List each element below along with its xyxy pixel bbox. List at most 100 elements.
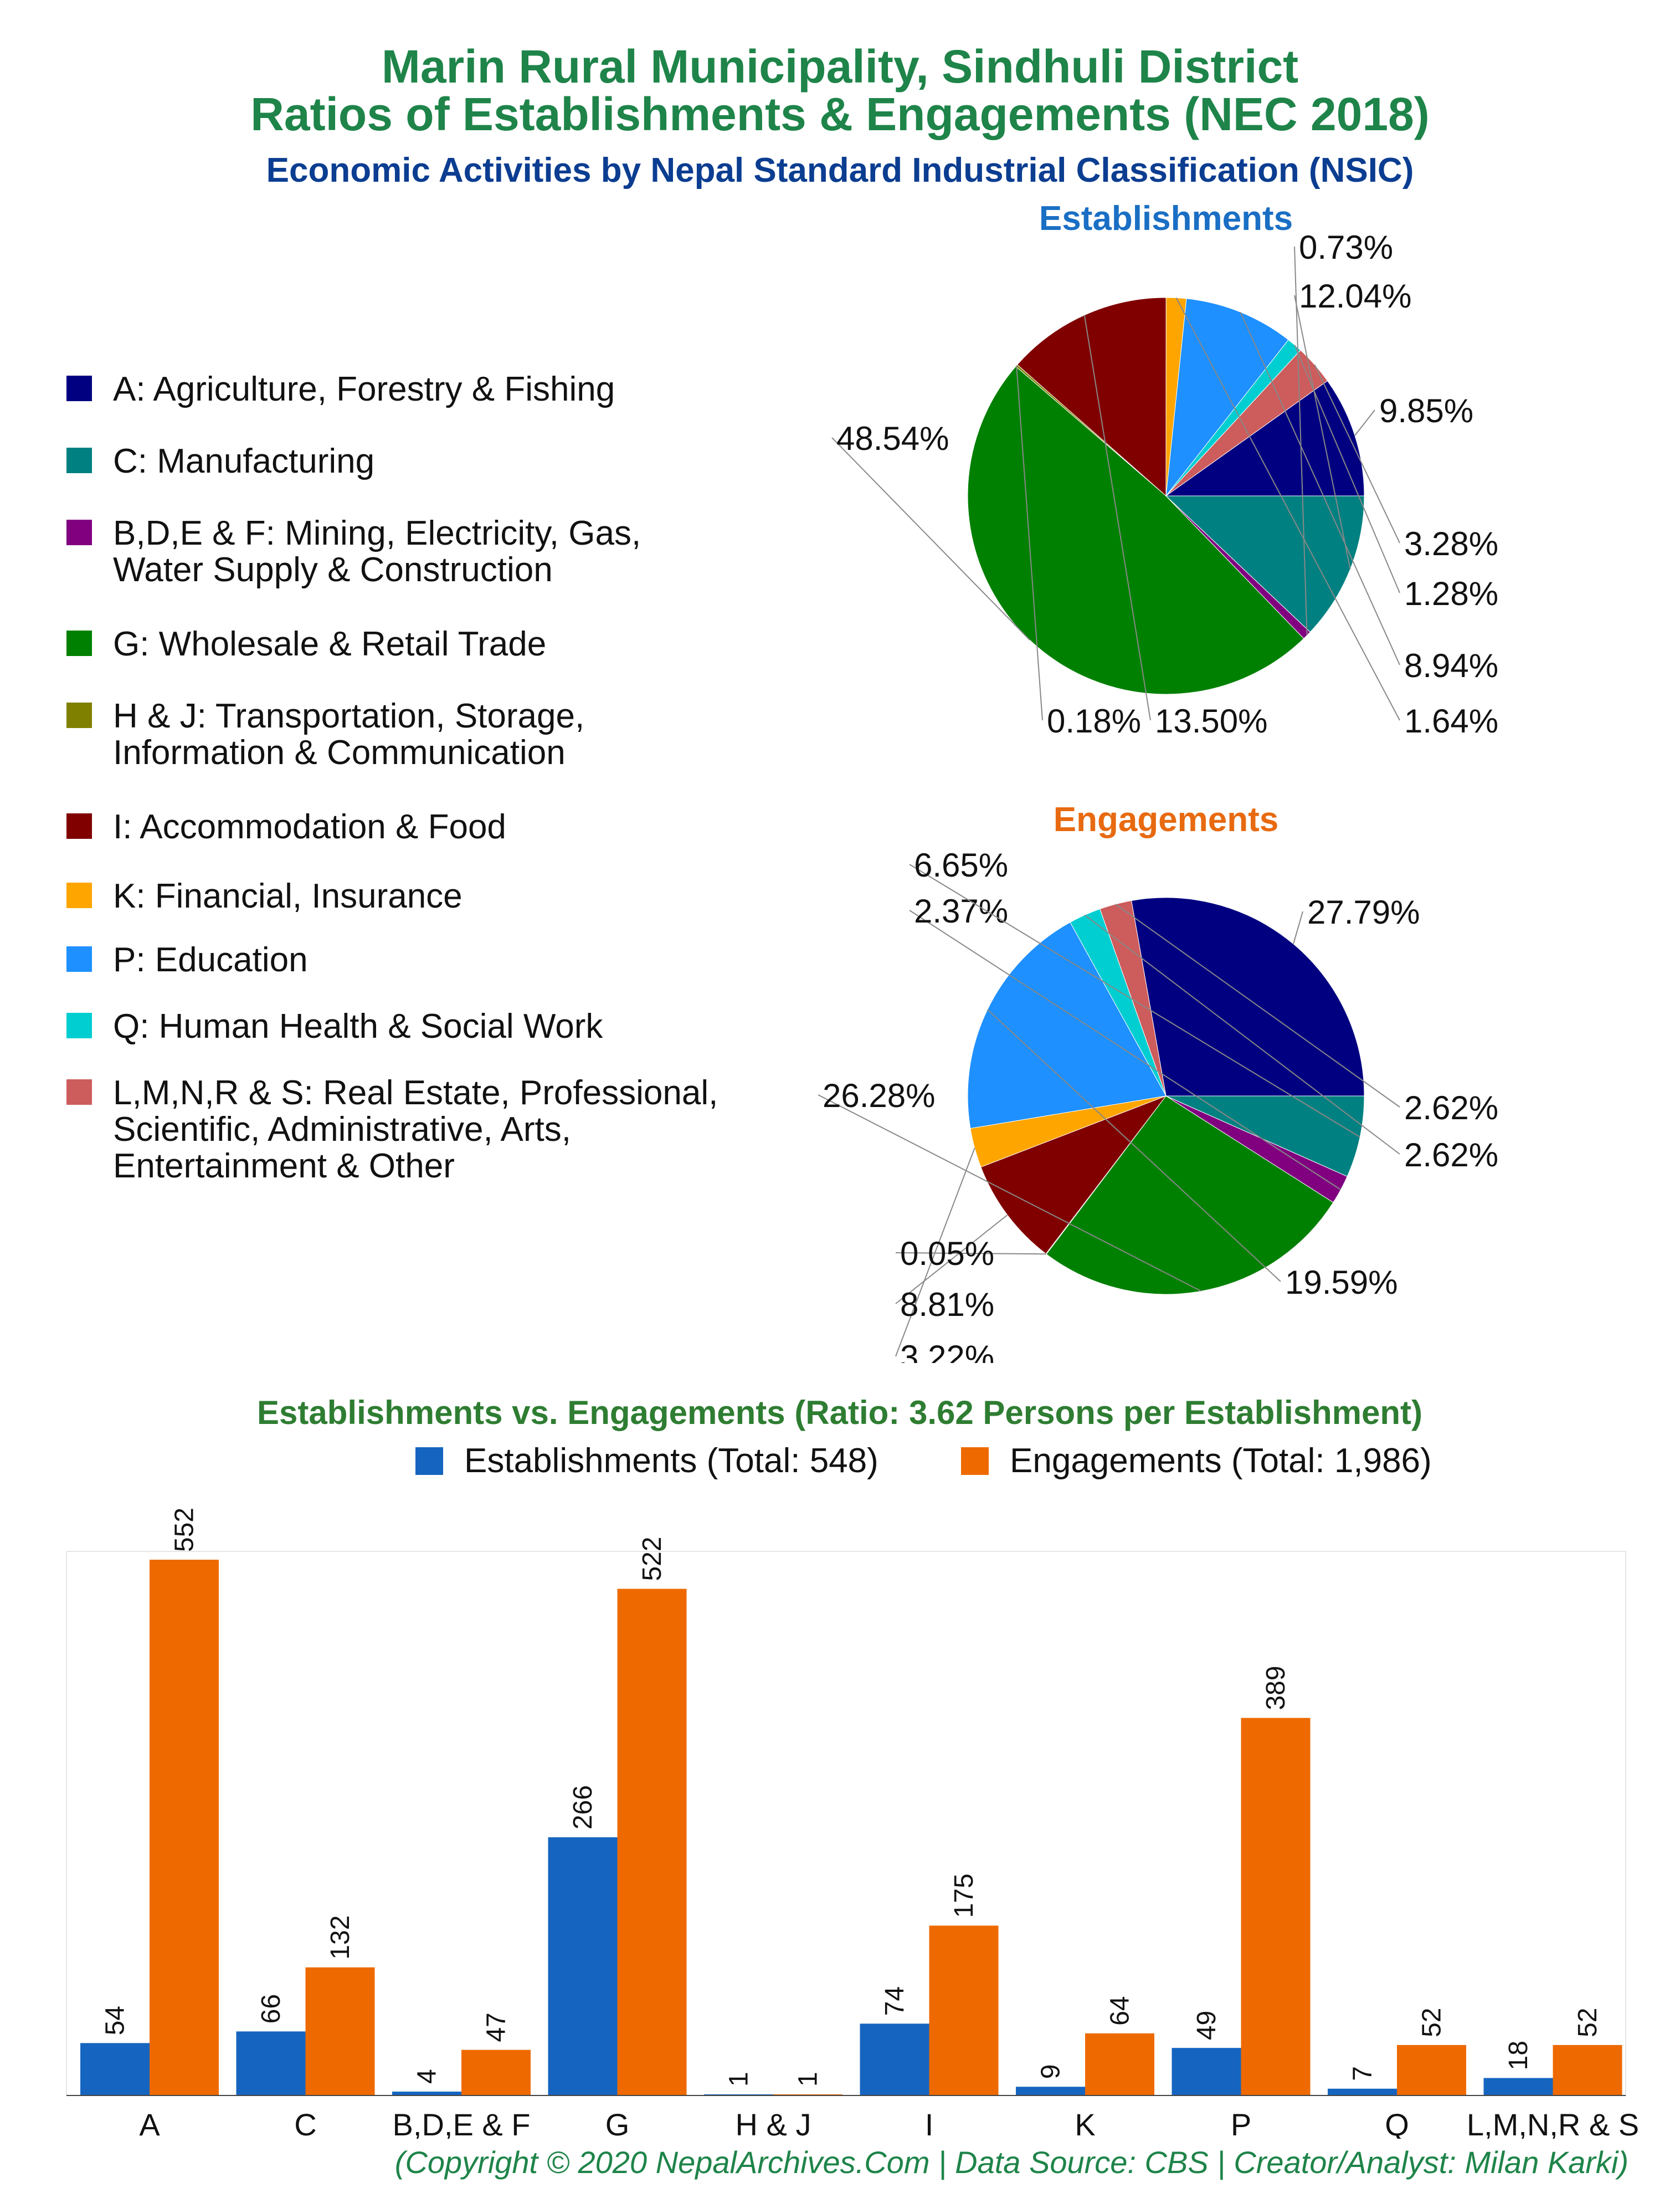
bar — [1483, 2078, 1553, 2095]
pie-slice-label: 19.59% — [1285, 1264, 1398, 1301]
legend-label: G: Wholesale & Retail Trade — [113, 625, 547, 663]
bar-value-label: 49 — [1192, 2011, 1221, 2040]
pie-title: Engagements — [1054, 801, 1279, 839]
legend-label: K: Financial, Insurance — [113, 877, 463, 915]
bar-value-label: 266 — [568, 1785, 598, 1830]
legend-item: I: Accommodation & Food — [66, 809, 506, 846]
bar-value-label: 4 — [413, 2069, 442, 2084]
bar-legend-swatch — [961, 1447, 989, 1475]
legend-item: B,D,E & F: Mining, Electricity, Gas, Wat… — [66, 515, 641, 588]
bar — [860, 2023, 929, 2095]
bar-legend-label: Establishments (Total: 548) — [464, 1442, 878, 1480]
pie-slice-label: 12.04% — [1299, 278, 1412, 315]
bar-legend-label: Engagements (Total: 1,986) — [1010, 1442, 1432, 1480]
legend-swatch — [66, 703, 92, 728]
bar — [1397, 2045, 1466, 2095]
x-tick-label: Q — [1385, 2107, 1409, 2139]
pie-slice-label: 0.18% — [1047, 703, 1141, 740]
pie-slice-label: 8.81% — [900, 1286, 994, 1323]
bar-value-label: 9 — [1036, 2064, 1066, 2079]
bar — [392, 2091, 461, 2095]
pie-leader-line — [1175, 298, 1400, 721]
pie-leader-line — [1016, 365, 1043, 721]
pie-slice-label: 0.73% — [1299, 229, 1393, 266]
bar — [236, 2031, 306, 2095]
bar — [617, 1589, 687, 2095]
legend-swatch — [66, 448, 92, 473]
legend-swatch — [66, 376, 92, 401]
pie-slice-label: 48.54% — [836, 420, 949, 457]
pie-leader-line — [987, 1009, 1281, 1282]
pie-leader-line — [909, 910, 1342, 1191]
x-tick-label: B,D,E & F — [393, 2107, 531, 2139]
x-tick-label: C — [294, 2107, 316, 2139]
legend-label: I: Accommodation & Food — [113, 808, 506, 846]
bar — [1172, 2048, 1241, 2095]
x-tick-label: I — [925, 2107, 934, 2139]
legend-swatch — [66, 883, 92, 908]
legend-swatch — [66, 946, 92, 972]
bar — [548, 1837, 618, 2095]
pie-slice-label: 1.64% — [1404, 703, 1498, 740]
bar — [461, 2049, 531, 2095]
x-tick-label: A — [139, 2107, 160, 2139]
legend-label: Q: Human Health & Social Work — [113, 1007, 603, 1046]
pie-leader-line — [909, 864, 1360, 1138]
pie-slice-label: 26.28% — [823, 1077, 936, 1114]
pie-slice-label: 6.65% — [914, 847, 1008, 884]
bar-value-label: 389 — [1261, 1666, 1291, 1710]
legend-label: C: Manufacturing — [113, 442, 375, 480]
pie-slices — [967, 897, 1365, 1295]
bar — [929, 1925, 999, 2095]
bar-value-label: 54 — [101, 2006, 130, 2035]
chart-subtitle: Economic Activities by Nepal Standard In… — [266, 151, 1414, 189]
legend-swatch — [66, 1079, 92, 1105]
pie-leader-line — [895, 1215, 1008, 1304]
legend-label: L,M,N,R & S: Real Estate, Professional, … — [113, 1074, 718, 1185]
pie-slice-label: 2.62% — [1404, 1089, 1498, 1126]
bar-value-label: 7 — [1348, 2066, 1378, 2081]
pie-leader-line — [1314, 364, 1400, 544]
pie-slice-label: 1.28% — [1404, 575, 1498, 612]
pie-slice-label: 3.28% — [1404, 525, 1498, 562]
bar-value-label: 522 — [638, 1536, 667, 1581]
pie-charts: Establishments 9.85% 3.28% 1.28% 8.94% 1.64% 1… — [818, 199, 1498, 1363]
pie-leader-line — [1115, 903, 1400, 1108]
pie-slice — [1046, 1095, 1334, 1295]
bar-value-label: 175 — [949, 1873, 979, 1918]
chart-title-line2: Ratios of Establishments & Engagements (… — [250, 88, 1430, 140]
x-tick-label: H & J — [736, 2107, 811, 2139]
legend-swatch — [66, 813, 92, 839]
legend-label: P: Education — [113, 941, 308, 979]
bar-chart-title: Establishments vs. Engagements (Ratio: 3… — [257, 1394, 1422, 1431]
pie-leader-line — [1293, 911, 1303, 944]
bar — [150, 1560, 219, 2095]
pie-slices — [967, 297, 1365, 695]
bar-value-label: 47 — [482, 2012, 511, 2042]
bar — [305, 1967, 375, 2095]
legend-label: A: Agriculture, Forestry & Fishing — [113, 370, 615, 408]
pie-slice-label: 0.05% — [900, 1235, 994, 1272]
pie-leader-line — [1084, 914, 1400, 1155]
x-tick-label: L,M,N,R & S — [1467, 2107, 1639, 2139]
pie-leader-line — [1294, 345, 1400, 593]
legend-item: Q: Human Health & Social Work — [66, 1008, 603, 1045]
x-tick-label: P — [1231, 2107, 1251, 2139]
bar-value-label: 64 — [1106, 1996, 1135, 2025]
bar-legend-swatch — [415, 1447, 443, 1475]
legend-item: A: Agriculture, Forestry & Fishing — [66, 371, 615, 408]
legend-item: H & J: Transportation, Storage, Informat… — [66, 698, 584, 771]
pie-slice-label: 3.22% — [900, 1339, 994, 1363]
pie-leader-line — [1294, 246, 1308, 636]
pie-slice — [1131, 897, 1365, 1096]
legend-item: K: Financial, Insurance — [66, 878, 463, 915]
footer-credits: (Copyright © 2020 NepalArchives.Com | Da… — [394, 2145, 1628, 2180]
pie-slice-label: 8.94% — [1404, 647, 1498, 684]
bar — [1016, 2087, 1085, 2095]
bar-value-label: 132 — [326, 1915, 355, 1960]
pie-leader-line — [831, 437, 1030, 641]
pie-slice-label: 27.79% — [1307, 894, 1420, 931]
bar — [1241, 1718, 1311, 2095]
pie-leader-line — [1294, 295, 1351, 570]
bar-value-label: 1 — [725, 2072, 754, 2087]
